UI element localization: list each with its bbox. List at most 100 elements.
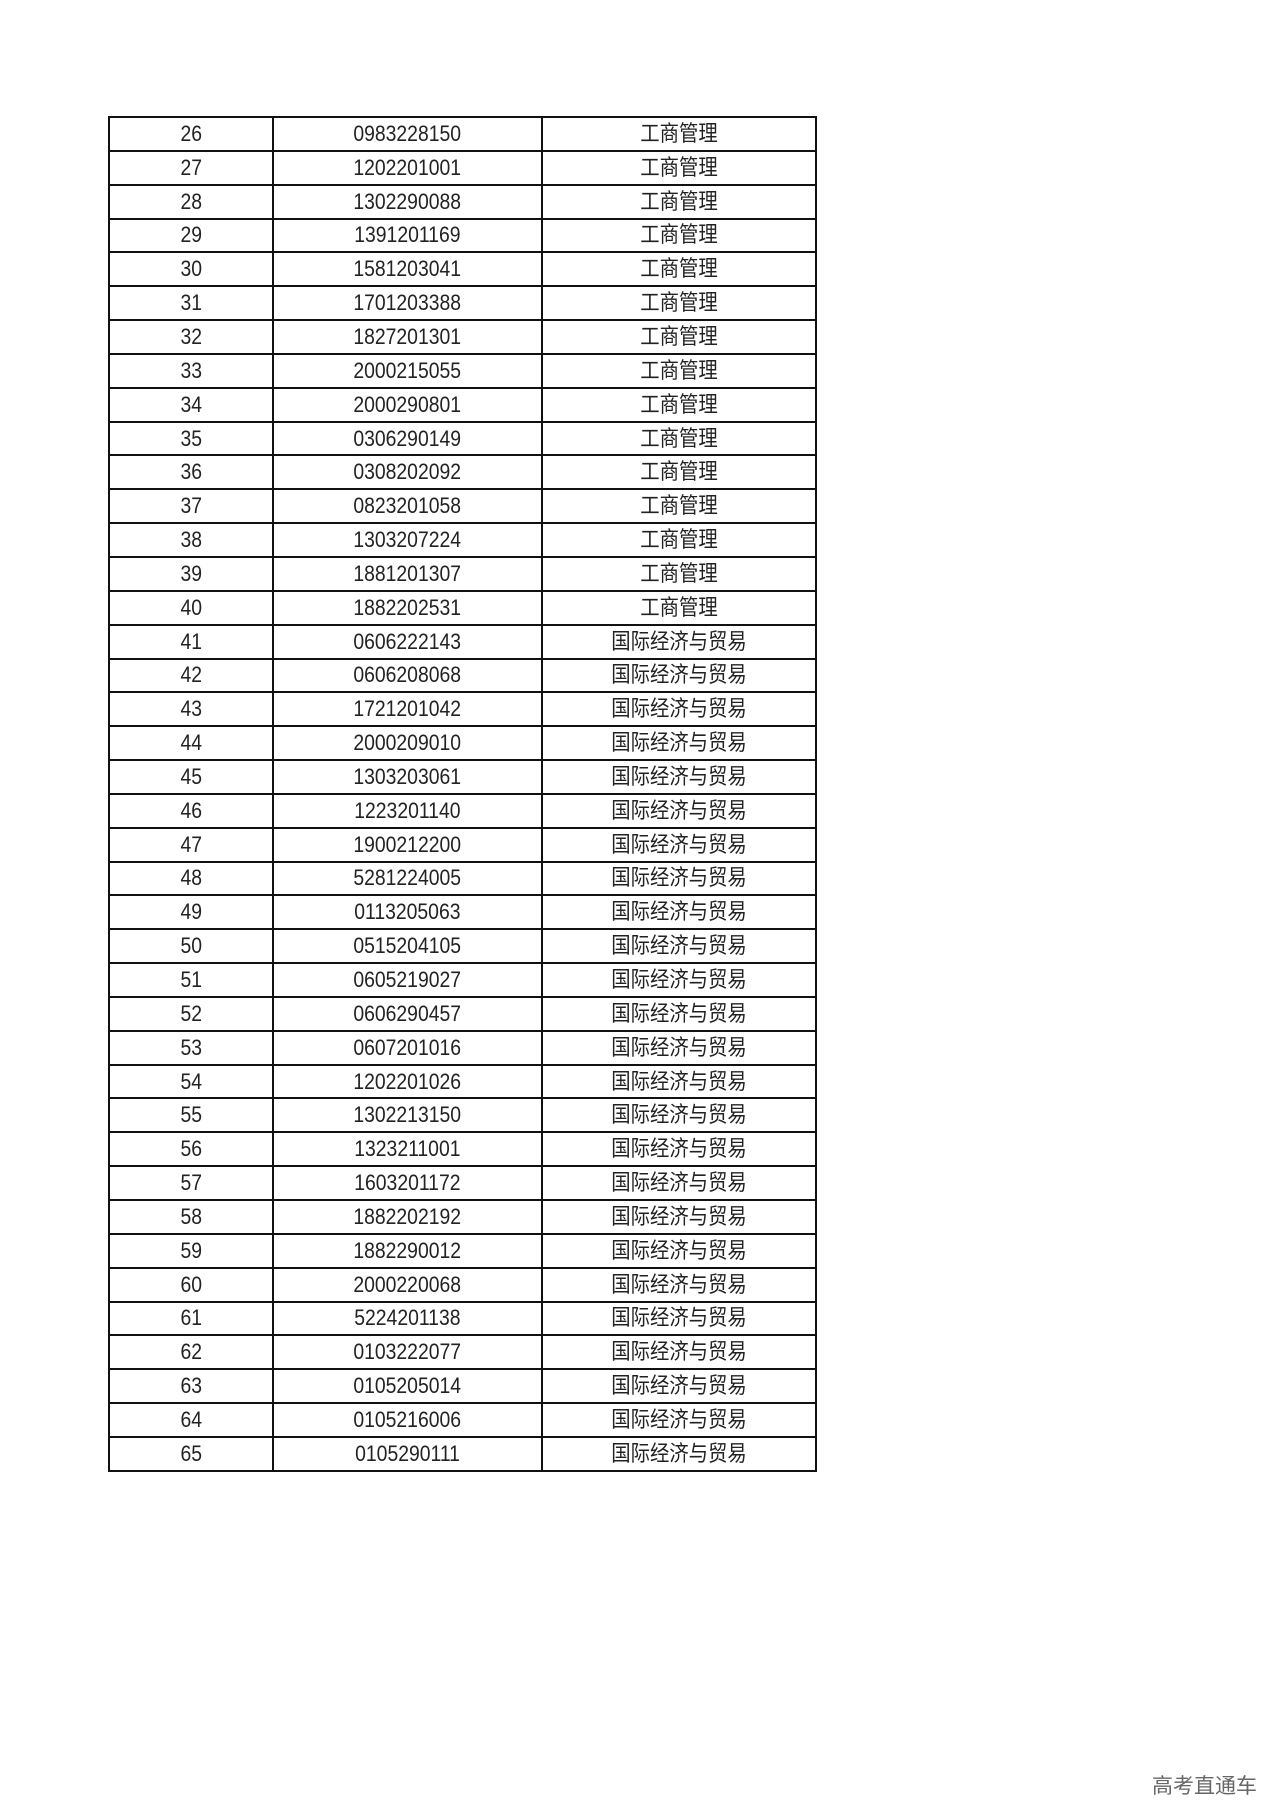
cell-number-text: 50 [180,933,202,959]
cell-candidate-id: 0605219027 [272,962,543,998]
cell-major: 国际经济与贸易 [541,1300,817,1337]
cell-major-text: 国际经济与贸易 [611,1068,747,1094]
cell-candidate-id-text: 2000220068 [353,1271,462,1297]
cell-number: 58 [108,1199,274,1235]
table-row: 32 1827201301 工商管理 [108,319,817,355]
cell-candidate-id-text: 1223201140 [354,797,461,823]
cell-number: 39 [108,555,274,592]
cell-major: 国际经济与贸易 [541,1063,817,1100]
cell-major: 工商管理 [541,420,817,457]
cell-candidate-id-text: 2000209010 [353,730,462,756]
cell-number-text: 39 [180,560,202,586]
table-row: 58 1882202192 国际经济与贸易 [108,1199,817,1235]
cell-major: 国际经济与贸易 [541,928,817,965]
table-row: 35 0306290149 工商管理 [108,420,817,457]
cell-candidate-id: 1303203061 [272,759,543,795]
table-row: 63 0105205014 国际经济与贸易 [108,1368,817,1405]
table-row: 53 0607201016 国际经济与贸易 [108,1029,817,1066]
table-row: 55 1302213150 国际经济与贸易 [108,1097,817,1134]
cell-candidate-id: 1581203041 [272,251,543,288]
cell-candidate-id-text: 1302213150 [353,1102,462,1128]
cell-number-text: 44 [180,730,202,756]
cell-number: 32 [108,319,274,355]
cell-major: 工商管理 [541,183,817,220]
cell-candidate-id-text: 0308202092 [353,459,462,485]
cell-number: 55 [108,1097,274,1134]
cell-candidate-id-text: 2000290801 [353,391,462,417]
cell-number-text: 29 [180,222,202,248]
cell-candidate-id: 0308202092 [272,454,543,491]
cell-major: 国际经济与贸易 [541,1029,817,1066]
cell-major-text: 国际经济与贸易 [611,1136,747,1162]
table-row: 26 0983228150 工商管理 [108,116,817,152]
cell-major-text: 国际经济与贸易 [611,628,747,654]
cell-number: 50 [108,928,274,965]
cell-candidate-id-text: 2000215055 [353,357,462,383]
cell-major-text: 国际经济与贸易 [611,1203,747,1229]
cell-major: 国际经济与贸易 [541,826,817,863]
cell-candidate-id-text: 1882202192 [353,1203,462,1229]
cell-major-text: 工商管理 [640,323,718,349]
cell-major: 国际经济与贸易 [541,1199,817,1235]
cell-candidate-id-text: 0606208068 [353,662,462,688]
cell-candidate-id-text: 0823201058 [353,493,462,519]
cell-candidate-id-text: 0606222143 [353,628,462,654]
cell-number: 33 [108,352,274,389]
cell-number-text: 37 [180,493,202,519]
cell-candidate-id: 0607201016 [272,1029,543,1066]
cell-major: 工商管理 [541,116,817,152]
cell-major-text: 工商管理 [640,594,718,620]
cell-major: 国际经济与贸易 [541,1402,817,1438]
cell-major: 工商管理 [541,251,817,288]
cell-major: 工商管理 [541,522,817,558]
table-row: 60 2000220068 国际经济与贸易 [108,1266,817,1303]
cell-candidate-id-text: 0306290149 [353,425,462,451]
cell-candidate-id: 1827201301 [272,319,543,355]
cell-number-text: 53 [180,1034,202,1060]
cell-number-text: 45 [180,763,202,789]
cell-number: 40 [108,589,274,626]
cell-candidate-id-text: 0605219027 [353,967,462,993]
cell-candidate-id-text: 1303207224 [353,527,462,553]
cell-candidate-id-text: 1701203388 [353,290,462,316]
cell-major-text: 工商管理 [640,120,718,146]
admission-list-table: 26 0983228150 工商管理 27 1202201001 工商管理 28 130229… [108,116,817,1472]
cell-candidate-id-text: 0105205014 [353,1373,462,1399]
cell-candidate-id: 0823201058 [272,488,543,525]
cell-number: 41 [108,623,274,660]
cell-number: 45 [108,759,274,795]
cell-major: 工商管理 [541,589,817,626]
cell-candidate-id-text: 1721201042 [353,696,462,722]
cell-major-text: 国际经济与贸易 [611,967,747,993]
cell-candidate-id: 1302290088 [272,183,543,220]
cell-candidate-id: 0113205063 [272,894,543,931]
cell-candidate-id-text: 5224201138 [354,1305,461,1331]
cell-candidate-id-text: 0103222077 [353,1339,462,1365]
cell-candidate-id-text: 1603201172 [354,1170,461,1196]
cell-number-text: 33 [180,357,202,383]
cell-candidate-id: 0105205014 [272,1368,543,1405]
cell-number: 28 [108,183,274,220]
cell-candidate-id: 2000209010 [272,725,543,762]
cell-candidate-id-text: 1202201001 [353,154,462,180]
cell-major-text: 国际经济与贸易 [611,696,747,722]
cell-candidate-id-text: 1303203061 [353,763,462,789]
cell-major: 国际经济与贸易 [541,759,817,795]
cell-major-text: 国际经济与贸易 [611,1237,747,1263]
table-row: 61 5224201138 国际经济与贸易 [108,1300,817,1337]
cell-candidate-id: 0103222077 [272,1334,543,1371]
cell-candidate-id-text: 1391201169 [354,222,461,248]
cell-major-text: 国际经济与贸易 [611,1373,747,1399]
cell-candidate-id: 0983228150 [272,116,543,152]
table-row: 54 1202201026 国际经济与贸易 [108,1063,817,1100]
cell-major: 国际经济与贸易 [541,1266,817,1303]
table-row: 56 1323211001 国际经济与贸易 [108,1131,817,1168]
cell-candidate-id: 1202201026 [272,1063,543,1100]
table-row: 27 1202201001 工商管理 [108,149,817,186]
cell-number-text: 64 [180,1406,202,1432]
cell-candidate-id-text: 1827201301 [353,323,462,349]
cell-number: 35 [108,420,274,457]
cell-number-text: 61 [180,1305,202,1331]
cell-major: 国际经济与贸易 [541,1097,817,1134]
cell-number-text: 48 [180,865,202,891]
